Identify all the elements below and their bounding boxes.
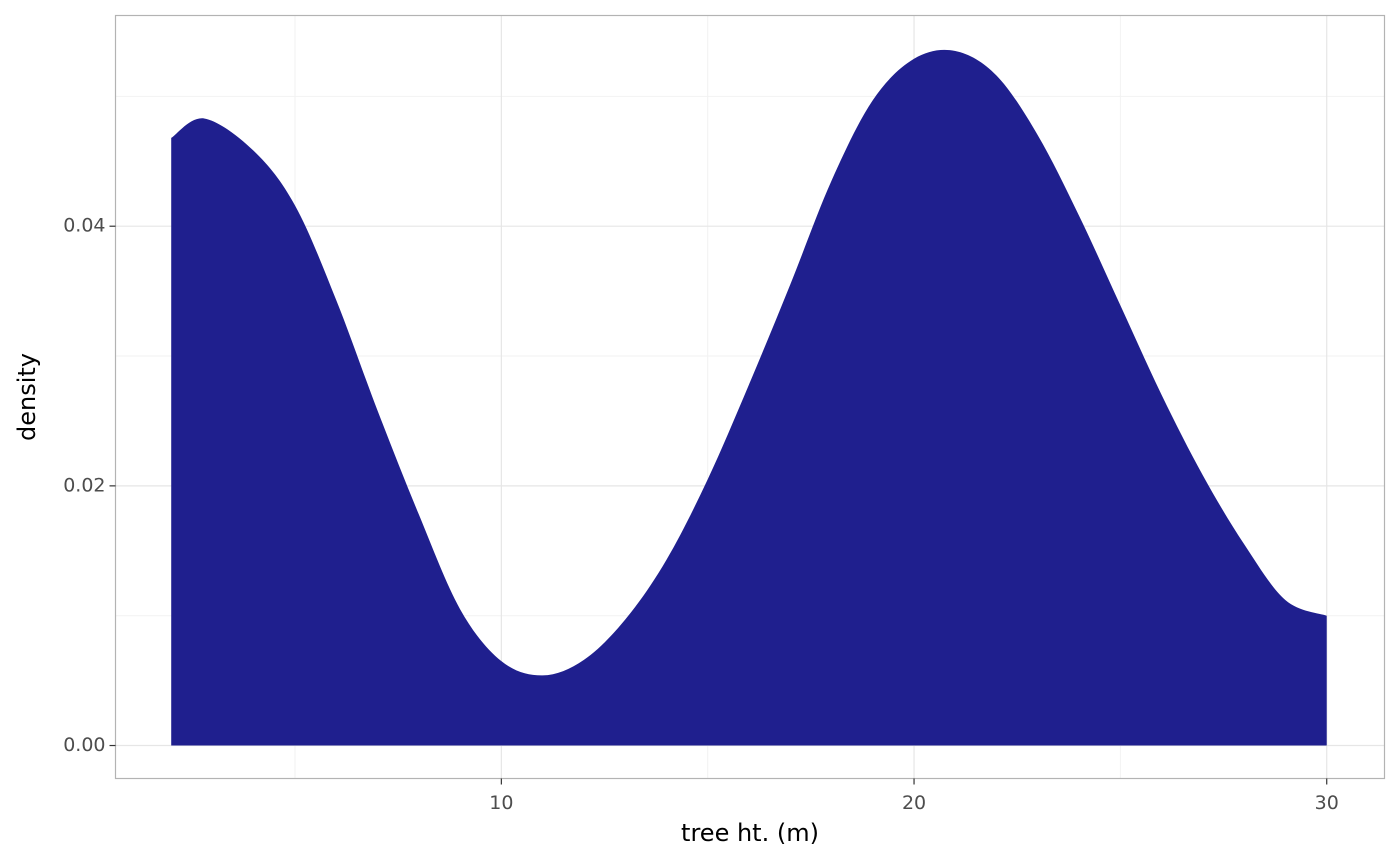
y-tick-label: 0.04 (63, 215, 105, 237)
marks (171, 49, 1327, 746)
x-tick-label: 10 (489, 792, 513, 814)
x-tick-label: 20 (902, 792, 926, 814)
y-tick-label: 0.00 (63, 734, 105, 756)
density-area (171, 49, 1327, 746)
x-tick-label: 30 (1315, 792, 1339, 814)
panel-border (114, 14, 1386, 780)
y-tick-label: 0.02 (63, 474, 105, 496)
y-axis-title: density (13, 353, 41, 441)
x-axis-title: tree ht. (m) (681, 819, 819, 847)
